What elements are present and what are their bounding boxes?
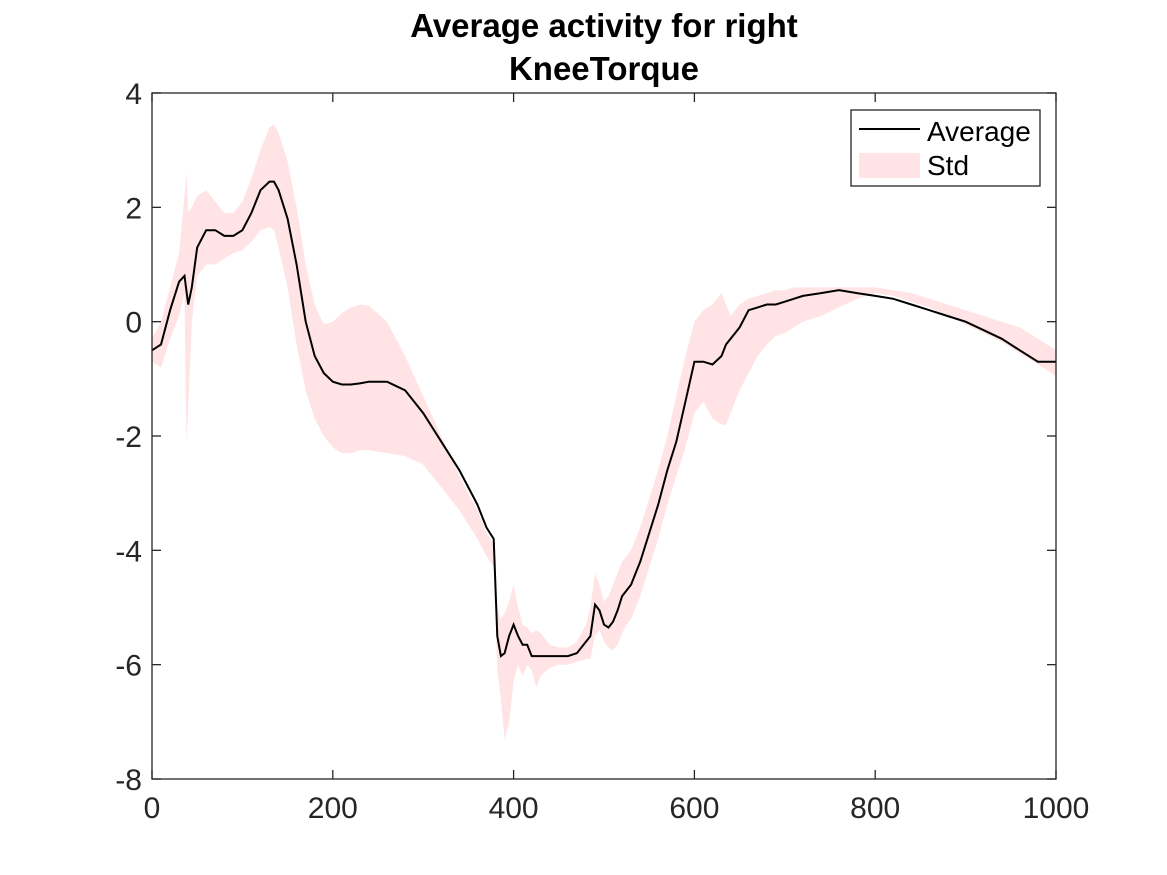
legend-std-swatch: [859, 153, 920, 178]
y-tick-label: -4: [115, 535, 142, 568]
y-tick-label: 2: [125, 192, 142, 225]
legend: Average Std: [850, 109, 1041, 187]
y-axis-tick-labels: -8 -6 -4 -2 0 2 4: [115, 78, 142, 797]
y-tick-label: 4: [125, 78, 142, 111]
x-tick-label: 600: [669, 792, 719, 825]
x-axis-tick-labels: 0 200 400 600 800 1000: [144, 792, 1090, 825]
y-tick-label: 0: [125, 307, 142, 340]
title-line-2: KneeTorque: [509, 50, 699, 87]
x-tick-label: 400: [489, 792, 539, 825]
y-tick-label: -2: [115, 421, 142, 454]
x-tick-label: 200: [308, 792, 358, 825]
title-line-1: Average activity for right: [410, 7, 798, 44]
y-tick-label: -8: [115, 764, 142, 797]
average-line: [151, 180, 1056, 658]
axis-ticks: [151, 92, 1057, 780]
y-tick-label: -6: [115, 650, 142, 683]
x-tick-label: 800: [850, 792, 900, 825]
x-tick-label: 0: [144, 792, 161, 825]
legend-std-label: Std: [927, 150, 969, 181]
x-tick-label: 1000: [1023, 792, 1090, 825]
legend-average-label: Average: [927, 116, 1031, 147]
std-band: [152, 124, 1056, 739]
chart-title: Average activity for right KneeTorque: [410, 7, 798, 87]
plot-area: [151, 124, 1056, 739]
